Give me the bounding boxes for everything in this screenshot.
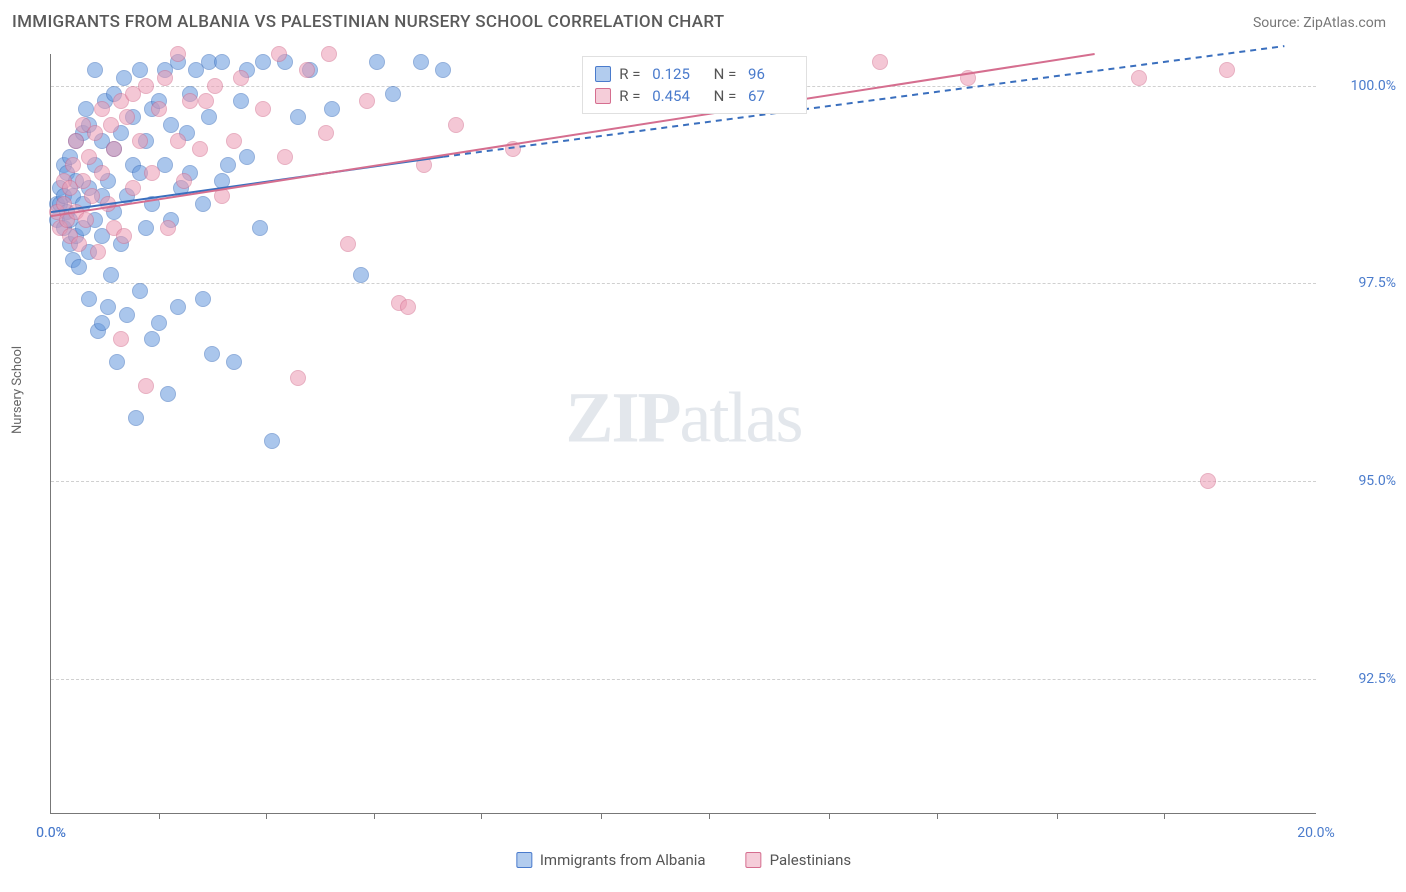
y-tick-label: 95.0%	[1326, 473, 1396, 489]
legend-swatch	[595, 66, 611, 82]
y-tick-label: 97.5%	[1326, 275, 1396, 291]
chart-source: Source: ZipAtlas.com	[1253, 15, 1386, 31]
x-tick	[266, 813, 267, 819]
legend-row-palestinians: R = 0.454 N = 67	[595, 85, 794, 107]
y-tick-label: 92.5%	[1326, 671, 1396, 687]
legend-row-albania: R = 0.125 N = 96	[595, 63, 794, 85]
legend-r-label: R =	[619, 87, 644, 105]
x-tick-label: 0.0%	[36, 825, 66, 841]
legend-n-value: 96	[748, 65, 794, 83]
x-tick	[1057, 813, 1058, 819]
series-legend: Immigrants from Albania Palestinians	[516, 849, 851, 871]
legend-swatch	[746, 852, 762, 868]
y-tick-label: 100.0%	[1326, 78, 1396, 94]
legend-r-value: 0.125	[652, 65, 698, 83]
series-name: Immigrants from Albania	[540, 851, 706, 869]
x-tick	[709, 813, 710, 819]
chart-title: IMMIGRANTS FROM ALBANIA VS PALESTINIAN N…	[12, 12, 724, 32]
y-axis-label: Nursery School	[10, 346, 25, 434]
legend-n-label: N =	[706, 87, 740, 105]
trend-lines	[51, 54, 1316, 813]
chart-area: Nursery School ZIPatlas 92.5%95.0%97.5%1…	[0, 44, 1406, 884]
x-tick-label: 20.0%	[1297, 825, 1335, 841]
legend-swatch	[516, 852, 532, 868]
legend-n-value: 67	[748, 87, 794, 105]
x-tick	[481, 813, 482, 819]
x-tick	[937, 813, 938, 819]
correlation-legend: R = 0.125 N = 96R = 0.454 N = 67	[582, 56, 807, 114]
x-tick	[601, 813, 602, 819]
x-tick	[1164, 813, 1165, 819]
x-tick	[374, 813, 375, 819]
x-tick	[159, 813, 160, 819]
plot-region: ZIPatlas 92.5%95.0%97.5%100.0%0.0%20.0%0…	[50, 54, 1316, 814]
series-legend-item-albania: Immigrants from Albania	[516, 849, 706, 871]
legend-n-label: N =	[706, 65, 740, 83]
legend-r-label: R =	[619, 65, 644, 83]
x-tick	[829, 813, 830, 819]
legend-swatch	[595, 88, 611, 104]
series-legend-item-palestinians: Palestinians	[746, 849, 852, 871]
chart-header: IMMIGRANTS FROM ALBANIA VS PALESTINIAN N…	[0, 0, 1406, 44]
series-name: Palestinians	[770, 851, 852, 869]
legend-r-value: 0.454	[652, 87, 698, 105]
